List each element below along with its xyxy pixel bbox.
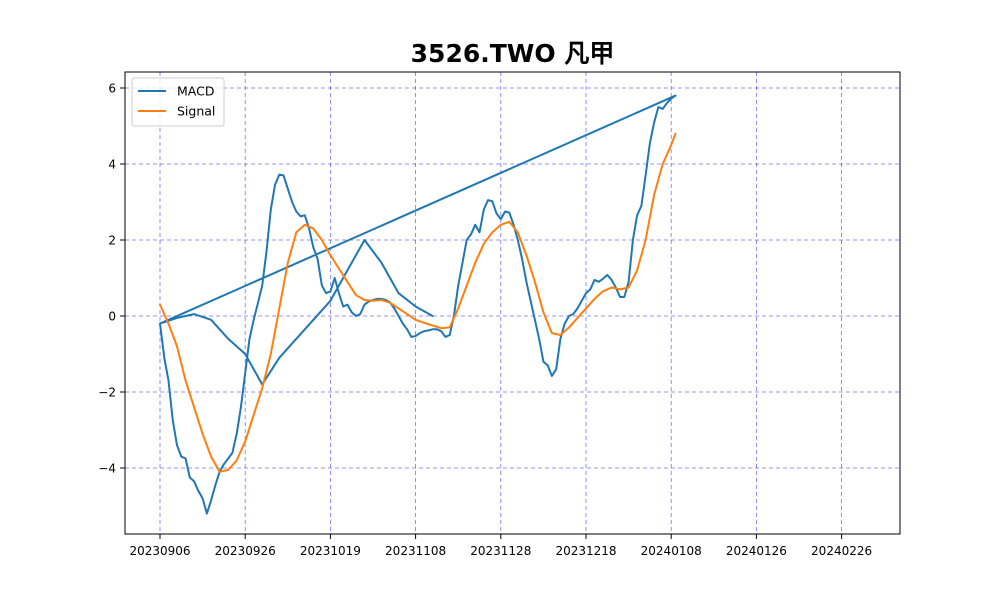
y-tick-label: 2: [108, 234, 116, 248]
x-tick-label: 20231108: [385, 544, 446, 558]
x-tick-label: 20240108: [641, 544, 702, 558]
legend-label-signal: Signal: [177, 104, 215, 119]
y-tick-label: 0: [108, 310, 116, 324]
legend: MACD Signal: [131, 77, 225, 127]
series-line-signal: [159, 132, 677, 473]
x-tick-label: 20230926: [215, 544, 276, 558]
x-axis: 20230906 20230926 20231019 20231108 20231128…: [129, 534, 872, 558]
grid: [125, 72, 900, 534]
series-lines: [159, 94, 677, 515]
x-tick-label: 20230906: [129, 544, 190, 558]
chart-title: 3526.TWO 凡甲: [410, 39, 615, 68]
x-tick-label: 20240126: [726, 544, 787, 558]
plot-frame: [124, 71, 901, 535]
x-tick-label: 20240226: [811, 544, 872, 558]
legend-label-macd: MACD: [177, 84, 214, 99]
y-tick-label: 6: [108, 82, 116, 96]
x-tick-label: 20231128: [470, 544, 531, 558]
y-tick-label: 4: [108, 158, 116, 172]
y-tick-label: −4: [98, 462, 116, 476]
series-line-macd: [159, 94, 677, 515]
x-tick-label: 20231019: [300, 544, 361, 558]
x-tick-label: 20231218: [555, 544, 616, 558]
y-tick-label: −2: [98, 386, 116, 400]
y-axis: 6 4 2 0 −2 −4: [98, 82, 125, 476]
